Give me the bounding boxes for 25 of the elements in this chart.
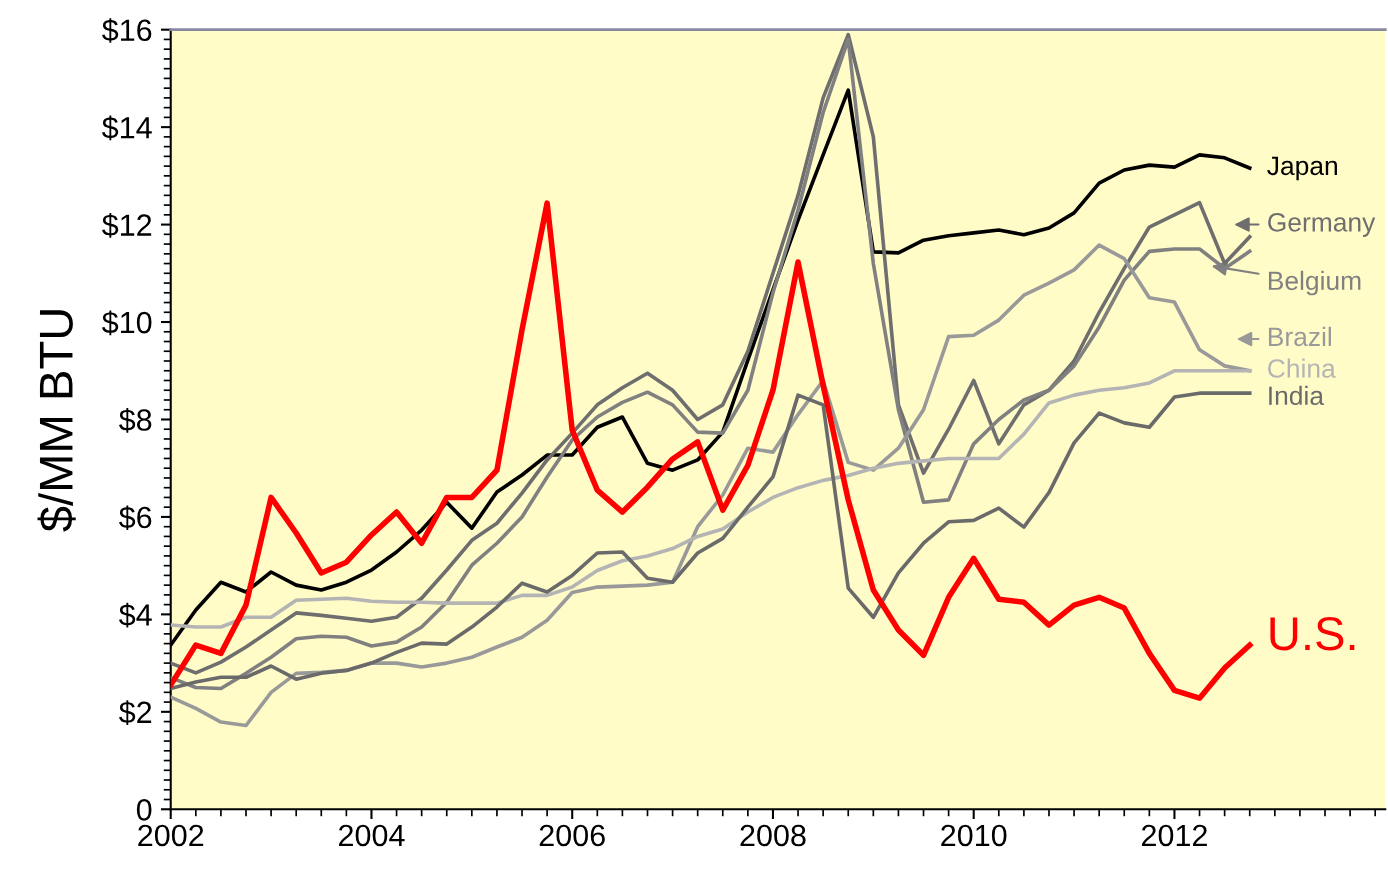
y-axis-title: $/MM BTU: [37, 310, 76, 532]
x-tick-label: 2002: [138, 824, 204, 847]
series-label: Japan: [1267, 156, 1337, 181]
x-tick-label: 2004: [339, 824, 405, 847]
line-series: [170, 391, 1252, 691]
x-tick-label: 2010: [941, 824, 1007, 847]
series-label: India: [1269, 385, 1325, 406]
legend-label: Belgium: [1268, 270, 1361, 296]
x-tick-label: 2012: [1142, 824, 1207, 847]
y-tick-label: $4: [119, 602, 152, 628]
line-series: [170, 368, 1252, 629]
y-tick-label: $14: [102, 115, 152, 141]
series-label: China: [1268, 358, 1336, 378]
y-tick-label: $6: [119, 505, 152, 531]
y-tick-label: $12: [102, 213, 152, 238]
y-tick-label: $16: [102, 18, 152, 43]
x-tick-label: 2008: [740, 824, 806, 847]
series-label: U.S.: [1270, 617, 1355, 651]
legend-label: Brazil: [1268, 326, 1332, 347]
legend-label: Germany: [1268, 212, 1376, 237]
y-tick-label: $10: [102, 310, 152, 336]
x-tick-label: 2006: [539, 824, 605, 847]
y-tick-label: $8: [119, 407, 152, 433]
y-tick-label: $2: [119, 700, 152, 726]
y-tick-label: 0: [136, 799, 152, 821]
